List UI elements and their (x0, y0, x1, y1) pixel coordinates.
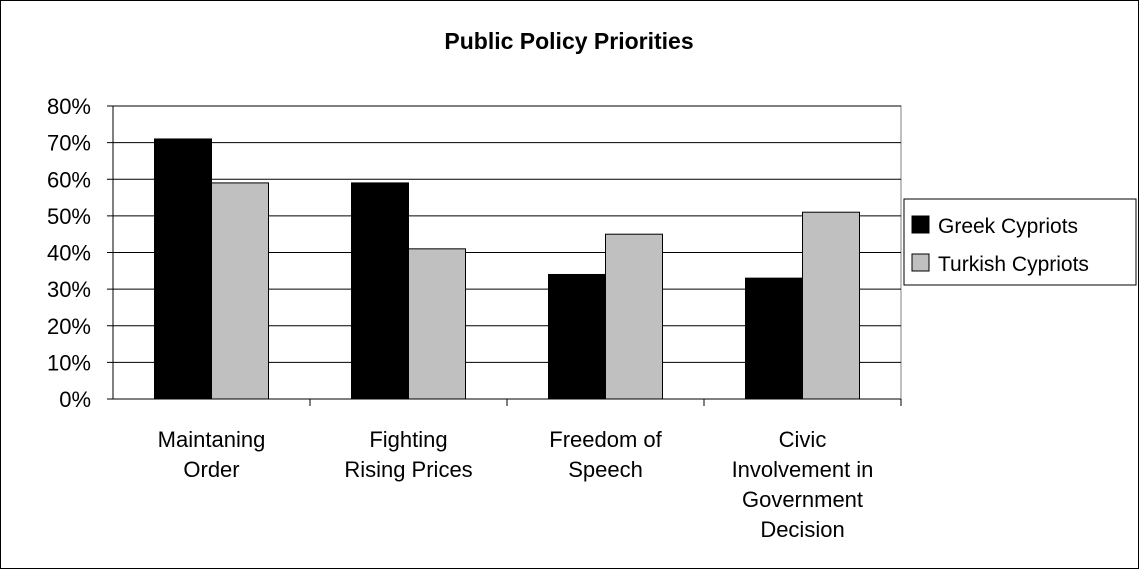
y-tick-label: 40% (47, 241, 91, 266)
x-category-label-line: Decision (760, 517, 844, 542)
y-tick-label: 80% (47, 94, 91, 119)
x-category-label-line: Civic (779, 427, 827, 452)
x-category-label-line: Rising Prices (344, 457, 472, 482)
x-category-label: Freedom of Speech (549, 427, 662, 482)
chart-title: Public Policy Priorities (444, 28, 693, 54)
y-tick-label: 50% (47, 204, 91, 229)
bar-greek-cypriots (745, 277, 803, 400)
x-category-label-line: Freedom of (549, 427, 662, 452)
y-tick-label: 10% (47, 350, 91, 375)
bar-greek-cypriots (548, 273, 606, 400)
legend: Greek Cypriots Turkish Cypriots (903, 198, 1137, 286)
bar-turkish-cypriots (408, 248, 466, 400)
x-category-label-line: Government (742, 487, 863, 512)
bar-greek-cypriots (154, 138, 212, 400)
x-category-label-line: Order (183, 457, 239, 482)
x-category-label-line: Maintaning (158, 427, 266, 452)
x-category-label-line: Involvement in (732, 457, 874, 482)
x-category-label-line: Fighting (369, 427, 447, 452)
y-tick-label: 70% (47, 131, 91, 156)
bar-turkish-cypriots (802, 211, 860, 400)
bar-turkish-cypriots (605, 233, 663, 400)
x-category-label: Fighting Rising Prices (344, 427, 472, 482)
legend-swatch-greek-cypriots (911, 215, 930, 234)
legend-label: Greek Cypriots (938, 215, 1078, 238)
x-category-label-line: Speech (568, 457, 643, 482)
bar-turkish-cypriots (211, 182, 269, 400)
y-tick-label: 60% (47, 167, 91, 192)
y-tick-label: 30% (47, 277, 91, 302)
x-category-label: Civic Involvement in Government Decision (732, 427, 874, 542)
x-category-label: Maintaning Order (158, 427, 266, 482)
y-tick-label: 20% (47, 314, 91, 339)
plot-area: 0% 10% 20% 30% 40% 50% 60% 70% 80% Maintaning Orde… (47, 94, 902, 542)
legend-swatch-turkish-cypriots (911, 253, 930, 272)
legend-label: Turkish Cypriots (938, 253, 1089, 276)
y-tick-label: 0% (59, 387, 91, 412)
bar-greek-cypriots (351, 182, 409, 400)
legend-box (903, 198, 1137, 286)
